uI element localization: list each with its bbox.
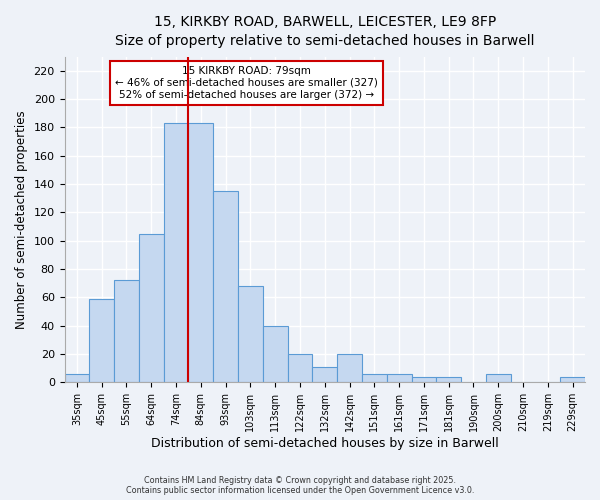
Bar [114, 280, 139, 382]
Bar [287, 354, 313, 382]
Bar [412, 376, 436, 382]
Bar [337, 354, 362, 382]
Bar [238, 286, 263, 382]
Bar [263, 326, 287, 382]
Text: 15 KIRKBY ROAD: 79sqm
← 46% of semi-detached houses are smaller (327)
52% of sem: 15 KIRKBY ROAD: 79sqm ← 46% of semi-deta… [115, 66, 378, 100]
Bar [164, 123, 188, 382]
Title: 15, KIRKBY ROAD, BARWELL, LEICESTER, LE9 8FP
Size of property relative to semi-d: 15, KIRKBY ROAD, BARWELL, LEICESTER, LE9… [115, 15, 535, 48]
Bar [436, 376, 461, 382]
Bar [486, 374, 511, 382]
Bar [560, 376, 585, 382]
Bar [313, 367, 337, 382]
Text: Contains HM Land Registry data © Crown copyright and database right 2025.
Contai: Contains HM Land Registry data © Crown c… [126, 476, 474, 495]
Bar [387, 374, 412, 382]
X-axis label: Distribution of semi-detached houses by size in Barwell: Distribution of semi-detached houses by … [151, 437, 499, 450]
Bar [362, 374, 387, 382]
Bar [188, 123, 213, 382]
Bar [139, 234, 164, 382]
Bar [65, 374, 89, 382]
Bar [89, 299, 114, 382]
Bar [213, 191, 238, 382]
Y-axis label: Number of semi-detached properties: Number of semi-detached properties [15, 110, 28, 329]
